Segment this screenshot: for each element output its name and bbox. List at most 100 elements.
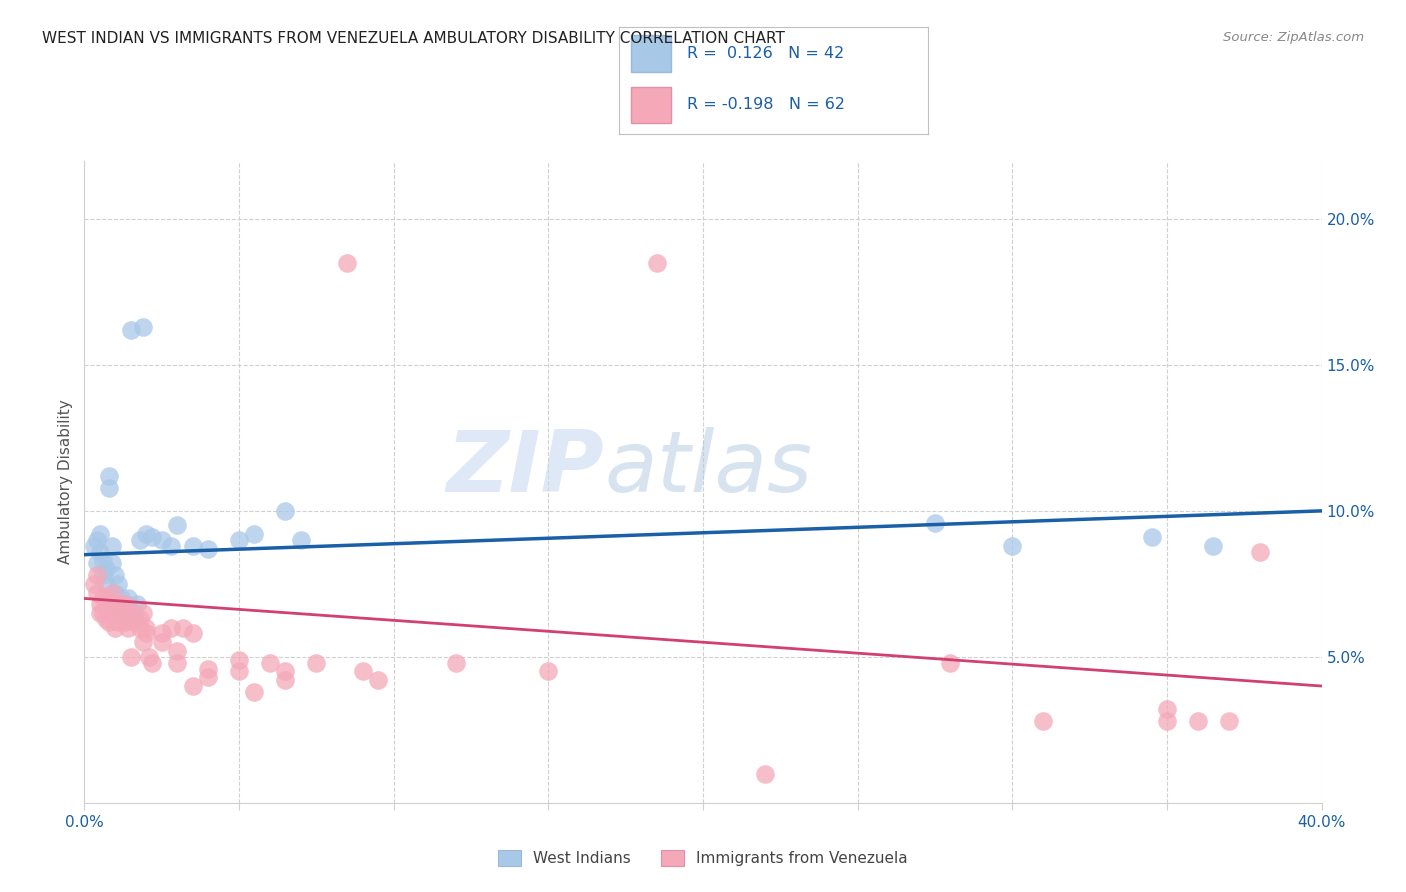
Point [1187, 714, 1209, 728]
Point [104, 612, 127, 626]
Text: atlas: atlas [605, 427, 813, 510]
Point [120, 612, 142, 626]
Point [122, 612, 145, 626]
Point [120, 649, 142, 664]
Point [86, 568, 108, 582]
Point [104, 621, 127, 635]
Point [132, 635, 155, 649]
Point [181, 679, 204, 693]
Point [537, 665, 560, 679]
Point [83, 577, 105, 591]
Point [94, 562, 117, 576]
Point [98, 481, 121, 495]
Point [104, 597, 127, 611]
Point [1140, 530, 1163, 544]
Y-axis label: Ambulatory Disability: Ambulatory Disability [58, 400, 73, 564]
Point [172, 621, 194, 635]
Point [110, 606, 132, 620]
Point [939, 656, 962, 670]
Point [98, 615, 121, 629]
Point [120, 323, 142, 337]
Point [150, 635, 173, 649]
Point [110, 597, 132, 611]
Point [94, 577, 117, 591]
Text: Source: ZipAtlas.com: Source: ZipAtlas.com [1223, 31, 1364, 45]
Point [114, 606, 136, 620]
Point [274, 665, 297, 679]
Point [104, 585, 127, 599]
Point [150, 533, 173, 547]
Point [122, 615, 145, 629]
Point [181, 626, 204, 640]
Point [1032, 714, 1054, 728]
Point [1218, 714, 1240, 728]
Point [98, 597, 121, 611]
Point [107, 577, 129, 591]
Point [160, 621, 183, 635]
Point [89, 606, 111, 620]
Point [166, 518, 188, 533]
Point [1249, 545, 1271, 559]
Point [135, 621, 157, 635]
Point [197, 670, 219, 684]
Point [132, 606, 155, 620]
Point [98, 468, 121, 483]
Point [166, 644, 188, 658]
Point [290, 533, 312, 547]
Point [110, 612, 132, 626]
Bar [631, 36, 671, 71]
Point [122, 606, 145, 620]
Point [274, 504, 297, 518]
Point [94, 591, 117, 606]
Point [367, 673, 389, 688]
Point [86, 557, 108, 571]
Point [117, 591, 139, 606]
Point [89, 527, 111, 541]
Point [166, 656, 188, 670]
Point [197, 541, 219, 556]
Point [181, 539, 204, 553]
Legend: West Indians, Immigrants from Venezuela: West Indians, Immigrants from Venezuela [492, 844, 914, 872]
Point [135, 626, 157, 640]
Text: WEST INDIAN VS IMMIGRANTS FROM VENEZUELA AMBULATORY DISABILITY CORRELATION CHART: WEST INDIAN VS IMMIGRANTS FROM VENEZUELA… [42, 31, 785, 46]
Point [117, 621, 139, 635]
Point [1001, 539, 1024, 553]
Bar [631, 87, 671, 123]
Point [141, 656, 163, 670]
Point [924, 516, 946, 530]
Point [274, 673, 297, 688]
Point [125, 597, 148, 611]
Point [1202, 539, 1225, 553]
Point [197, 661, 219, 675]
Point [91, 568, 114, 582]
Point [243, 685, 266, 699]
Point [86, 585, 108, 599]
Point [444, 656, 467, 670]
Point [645, 256, 668, 270]
Point [94, 612, 117, 626]
Point [114, 597, 136, 611]
Point [1156, 702, 1178, 716]
Point [138, 649, 160, 664]
Point [86, 533, 108, 547]
Point [101, 585, 124, 599]
Point [132, 320, 155, 334]
Point [259, 656, 281, 670]
Point [141, 530, 163, 544]
Point [91, 591, 114, 606]
Point [228, 665, 250, 679]
Point [1156, 714, 1178, 728]
Text: R =  0.126   N = 42: R = 0.126 N = 42 [686, 46, 844, 61]
Point [89, 597, 111, 611]
Point [101, 557, 124, 571]
Point [107, 606, 129, 620]
Point [110, 591, 132, 606]
Point [150, 626, 173, 640]
Point [101, 606, 124, 620]
Point [114, 597, 136, 611]
Point [101, 539, 124, 553]
Point [129, 533, 152, 547]
Point [107, 597, 129, 611]
Point [114, 615, 136, 629]
Point [754, 766, 776, 780]
